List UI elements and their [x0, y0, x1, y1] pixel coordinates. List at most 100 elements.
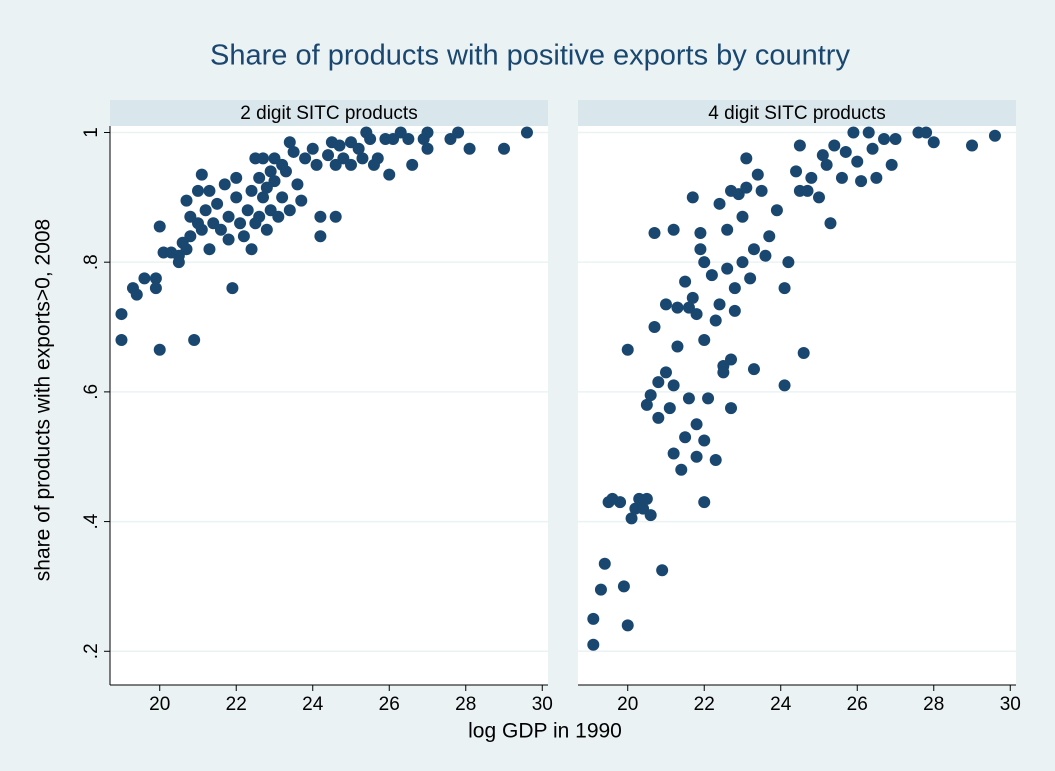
point: [747, 243, 760, 256]
point: [421, 142, 434, 155]
point: [728, 304, 741, 317]
point: [283, 136, 296, 149]
point: [295, 194, 308, 207]
point: [770, 204, 783, 217]
point: [694, 243, 707, 256]
y-axis-title: share of products with exports>0, 2008: [32, 219, 55, 581]
point: [713, 298, 726, 311]
point: [371, 152, 384, 165]
y-tick-label: 1: [81, 127, 102, 138]
point: [889, 132, 902, 145]
point: [835, 171, 848, 184]
point: [828, 139, 841, 152]
point: [257, 152, 270, 165]
point: [820, 158, 833, 171]
point: [736, 256, 749, 269]
point: [149, 282, 162, 295]
point: [195, 223, 208, 236]
y-tick-label: .4: [81, 513, 102, 529]
point: [862, 126, 875, 139]
point: [927, 136, 940, 149]
chart-title: Share of products with positive exports …: [210, 40, 850, 72]
point: [648, 321, 661, 334]
point: [663, 402, 676, 415]
point: [203, 184, 216, 197]
point: [698, 256, 711, 269]
point: [272, 210, 285, 223]
point: [115, 308, 128, 321]
point: [115, 334, 128, 347]
y-tick-label: .2: [81, 643, 102, 659]
point: [230, 171, 243, 184]
point: [172, 256, 185, 269]
point: [648, 227, 661, 240]
point: [778, 379, 791, 392]
point: [245, 184, 258, 197]
point: [149, 272, 162, 285]
point: [847, 126, 860, 139]
point: [253, 171, 266, 184]
point: [751, 168, 764, 181]
point: [587, 638, 600, 651]
point: [364, 132, 377, 145]
point: [709, 453, 722, 466]
point: [839, 145, 852, 158]
point: [690, 418, 703, 431]
point: [671, 340, 684, 353]
x-tick-label: 24: [770, 694, 792, 715]
point: [690, 308, 703, 321]
point: [725, 353, 738, 366]
point: [721, 223, 734, 236]
point: [214, 223, 227, 236]
point: [659, 298, 672, 311]
point: [498, 142, 511, 155]
point: [713, 197, 726, 210]
point: [594, 583, 607, 596]
point: [130, 288, 143, 301]
point: [721, 262, 734, 275]
point: [640, 492, 653, 505]
point: [352, 142, 365, 155]
point: [702, 392, 715, 405]
point: [329, 210, 342, 223]
panel-title: 2 digit SITC products: [240, 103, 417, 124]
point: [740, 181, 753, 194]
point: [667, 447, 680, 460]
point: [153, 343, 166, 356]
plot-area: [110, 126, 548, 685]
point: [679, 431, 692, 444]
point: [644, 389, 657, 402]
point: [659, 366, 672, 379]
x-tick-label: 28: [455, 694, 476, 715]
panel-title: 4 digit SITC products: [708, 103, 885, 124]
point: [709, 314, 722, 327]
point: [679, 275, 692, 288]
point: [640, 398, 653, 411]
point: [230, 191, 243, 204]
x-tick-label: 26: [379, 694, 400, 715]
point: [299, 152, 312, 165]
x-tick-label: 22: [226, 694, 247, 715]
strip: [578, 100, 1016, 126]
point: [253, 210, 266, 223]
point: [870, 171, 883, 184]
point: [988, 129, 1001, 142]
strip: [110, 100, 548, 126]
x-tick-label: 20: [617, 694, 638, 715]
point: [675, 463, 688, 476]
point: [644, 509, 657, 522]
point: [237, 230, 250, 243]
point: [291, 178, 304, 191]
x-axis-title: log GDP in 1990: [468, 720, 622, 743]
point: [191, 184, 204, 197]
point: [283, 204, 296, 217]
point: [333, 139, 346, 152]
point: [226, 282, 239, 295]
point: [180, 194, 193, 207]
point: [614, 496, 627, 509]
point: [598, 557, 611, 570]
point: [694, 227, 707, 240]
point: [801, 184, 814, 197]
point: [866, 142, 879, 155]
